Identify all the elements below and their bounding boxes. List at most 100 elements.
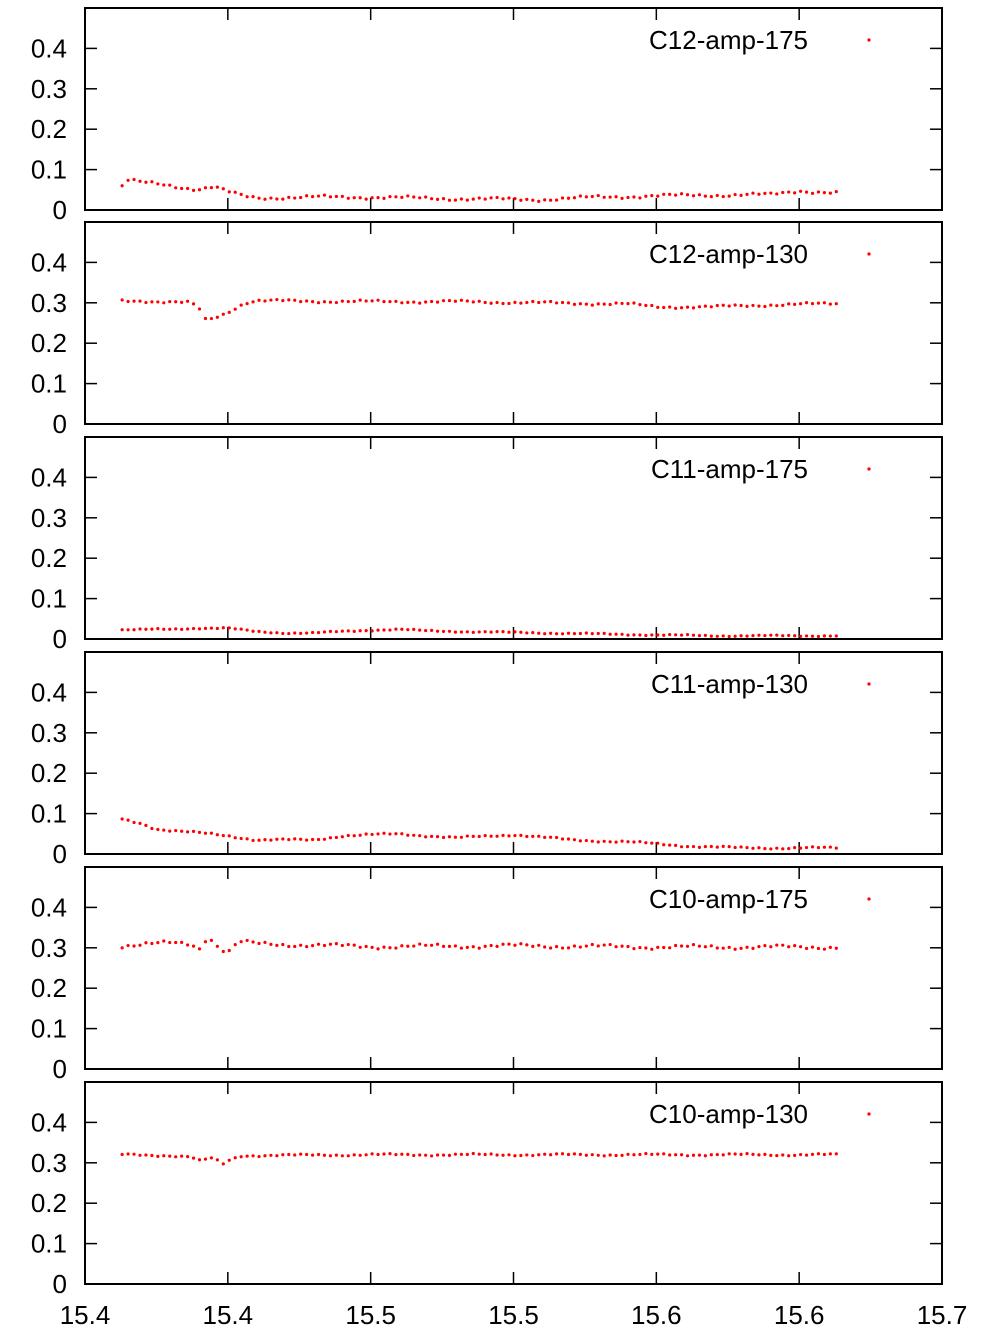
data-point <box>275 197 279 201</box>
data-point <box>709 195 713 199</box>
data-point <box>334 835 338 840</box>
data-point <box>674 943 678 948</box>
y-tick-label: 0 <box>53 409 67 439</box>
data-point <box>828 945 832 949</box>
data-point <box>471 1151 475 1156</box>
data-point <box>305 299 309 303</box>
data-point <box>519 630 523 634</box>
data-point <box>257 838 261 842</box>
data-point <box>787 190 791 194</box>
data-point <box>519 198 523 202</box>
y-tick-label: 0.1 <box>31 369 67 399</box>
data-point <box>287 1152 291 1157</box>
data-point <box>251 838 255 843</box>
data-point <box>394 195 398 199</box>
data-point <box>316 301 321 305</box>
data-point <box>697 193 702 197</box>
data-point <box>215 1158 219 1162</box>
data-point <box>668 843 672 847</box>
data-point <box>804 845 809 850</box>
data-point <box>566 946 571 950</box>
data-point <box>679 845 684 849</box>
y-tick-label: 0.4 <box>31 677 67 707</box>
data-point <box>441 835 446 840</box>
data-point <box>412 195 416 199</box>
data-point <box>739 634 743 638</box>
data-point <box>168 1154 172 1158</box>
data-point <box>251 300 255 304</box>
data-point <box>507 301 511 306</box>
data-point <box>674 843 678 847</box>
data-point <box>441 944 446 948</box>
panel-frame <box>84 1081 943 1285</box>
data-point <box>763 847 767 851</box>
data-point <box>459 298 463 302</box>
data-point <box>316 942 321 946</box>
data-point <box>775 304 779 308</box>
data-point <box>275 631 279 635</box>
data-point <box>227 948 231 953</box>
data-point <box>245 1154 249 1158</box>
data-point <box>822 301 827 305</box>
data-point <box>674 633 678 637</box>
data-point <box>620 632 624 636</box>
data-point <box>537 300 541 305</box>
data-point <box>120 184 124 188</box>
data-point <box>328 836 333 840</box>
data-point <box>316 1152 321 1157</box>
data-point <box>245 938 249 943</box>
data-point <box>227 1158 231 1162</box>
data-point <box>281 631 285 636</box>
data-point <box>715 946 719 950</box>
y-tick-label: 0.4 <box>31 247 67 277</box>
x-tick-label: 15.6 <box>774 1300 825 1330</box>
data-point <box>525 631 529 635</box>
data-point <box>358 1153 362 1157</box>
data-point <box>799 1152 803 1157</box>
data-point <box>418 1153 422 1157</box>
data-point <box>186 830 190 834</box>
data-point <box>501 833 505 837</box>
data-point <box>775 943 779 947</box>
data-point <box>275 1154 279 1158</box>
data-point <box>310 1153 315 1157</box>
data-point <box>721 634 725 638</box>
data-point <box>793 1153 797 1157</box>
data-point <box>745 846 749 850</box>
data-point <box>804 1153 809 1157</box>
data-point <box>709 305 713 309</box>
data-point <box>644 303 648 308</box>
data-point <box>709 844 713 849</box>
data-point <box>328 195 333 199</box>
data-point <box>435 942 440 946</box>
data-point <box>418 834 422 838</box>
data-point <box>275 837 279 841</box>
legend-marker <box>867 467 871 471</box>
data-point <box>412 1153 416 1158</box>
data-point <box>513 630 517 634</box>
data-point <box>757 304 761 308</box>
data-point <box>525 834 529 839</box>
data-point <box>334 630 338 634</box>
data-point <box>257 1154 261 1159</box>
data-point <box>519 833 523 837</box>
data-point <box>180 186 184 191</box>
data-point <box>757 633 761 637</box>
data-point <box>340 835 344 839</box>
data-point <box>507 1153 511 1157</box>
data-point <box>382 628 386 632</box>
data-point <box>275 943 279 947</box>
data-point <box>156 300 160 304</box>
data-point <box>418 942 422 946</box>
data-point <box>810 634 815 638</box>
data-point <box>453 944 458 948</box>
data-point <box>186 1155 190 1159</box>
data-point <box>388 195 392 199</box>
data-point <box>757 945 761 949</box>
data-point <box>679 944 684 948</box>
data-point <box>739 303 743 308</box>
data-point <box>269 838 273 842</box>
data-point <box>471 945 475 949</box>
